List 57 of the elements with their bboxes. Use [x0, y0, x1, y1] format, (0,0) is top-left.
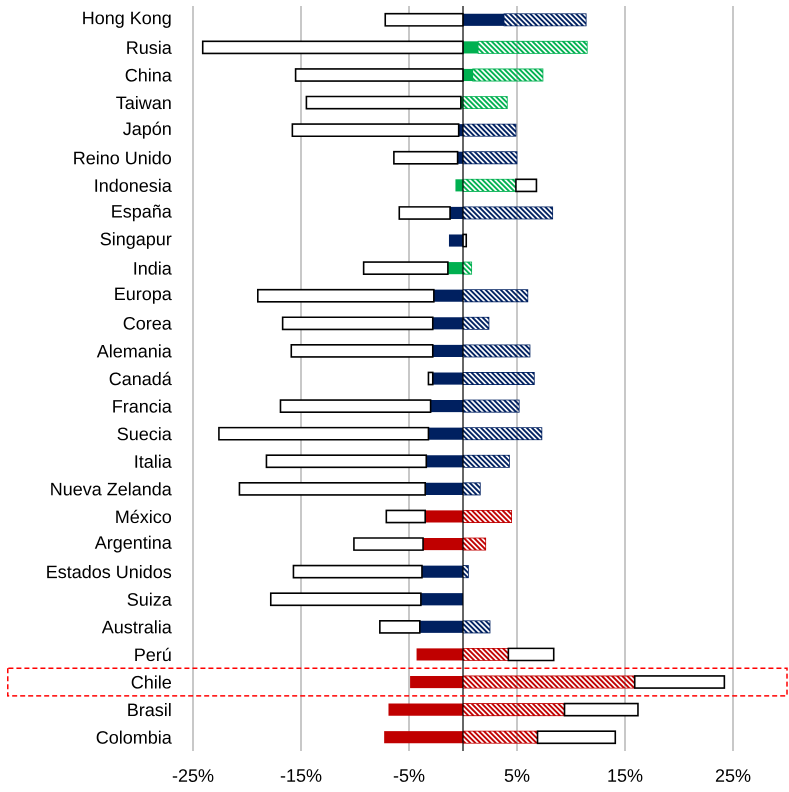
y-tick-label: Canadá — [110, 372, 172, 386]
y-tick-label: Australia — [102, 620, 172, 634]
y-tick-label: Italia — [135, 454, 172, 468]
bar — [448, 234, 464, 247]
y-tick-label: Rusia — [127, 40, 172, 54]
y-tick-label: China — [126, 68, 172, 82]
bar — [428, 372, 434, 386]
y-tick-label: Brasil — [128, 703, 171, 716]
bar — [386, 510, 426, 524]
y-tick-label: Indonesia — [95, 178, 172, 192]
y-tick-label: Reino Unido — [74, 151, 171, 164]
bar — [398, 206, 451, 220]
y-tick-label: Taiwan — [116, 96, 171, 110]
y-tick-label: Argentina — [94, 536, 172, 552]
y-tick-label: Estados Unidos — [47, 565, 172, 578]
y-tick-label: Hong Kong — [83, 12, 171, 28]
bar — [280, 399, 432, 413]
bar — [238, 482, 426, 496]
y-tick-label: Colombia — [96, 730, 172, 744]
bar — [292, 564, 423, 579]
bar — [362, 261, 449, 276]
y-tick-label: Francia — [113, 399, 172, 413]
x-tick-label: -5% — [394, 769, 424, 782]
y-tick-label: Nueva Zelanda — [51, 482, 172, 496]
bar — [634, 675, 726, 689]
y-tick-label: India — [134, 262, 172, 275]
x-tick-label: 5% — [504, 769, 530, 782]
bar — [282, 316, 434, 330]
bar — [218, 426, 430, 441]
x-tick-label: 15% — [608, 769, 642, 782]
bar — [508, 648, 555, 662]
bar — [379, 620, 421, 634]
y-tick-label: Singapur — [100, 232, 172, 249]
bar — [290, 344, 434, 358]
y-tick-label: Alemania — [96, 344, 172, 358]
x-tick-label: -25% — [172, 769, 214, 782]
bar — [270, 592, 422, 606]
bar — [393, 150, 458, 165]
bar — [292, 123, 460, 138]
y-tick-label: México — [116, 510, 172, 524]
x-tick-label: -15% — [280, 769, 322, 782]
y-tick-label: Corea — [124, 316, 172, 330]
y-tick-label: Perú — [135, 648, 171, 662]
y-tick-label: Europa — [115, 288, 172, 304]
bar — [353, 537, 424, 551]
y-tick-label: España — [112, 204, 172, 222]
bar — [536, 730, 616, 744]
y-tick-label: Japón — [123, 122, 171, 139]
bar — [266, 454, 428, 468]
y-tick-label: Suecia — [118, 427, 172, 440]
bar — [257, 288, 435, 303]
bar — [420, 593, 464, 606]
bar — [515, 178, 538, 192]
bar — [564, 702, 639, 716]
y-tick-label: Suiza — [128, 592, 172, 606]
y-tick-label: Chile — [132, 675, 171, 689]
x-tick-label: 25% — [716, 769, 750, 782]
